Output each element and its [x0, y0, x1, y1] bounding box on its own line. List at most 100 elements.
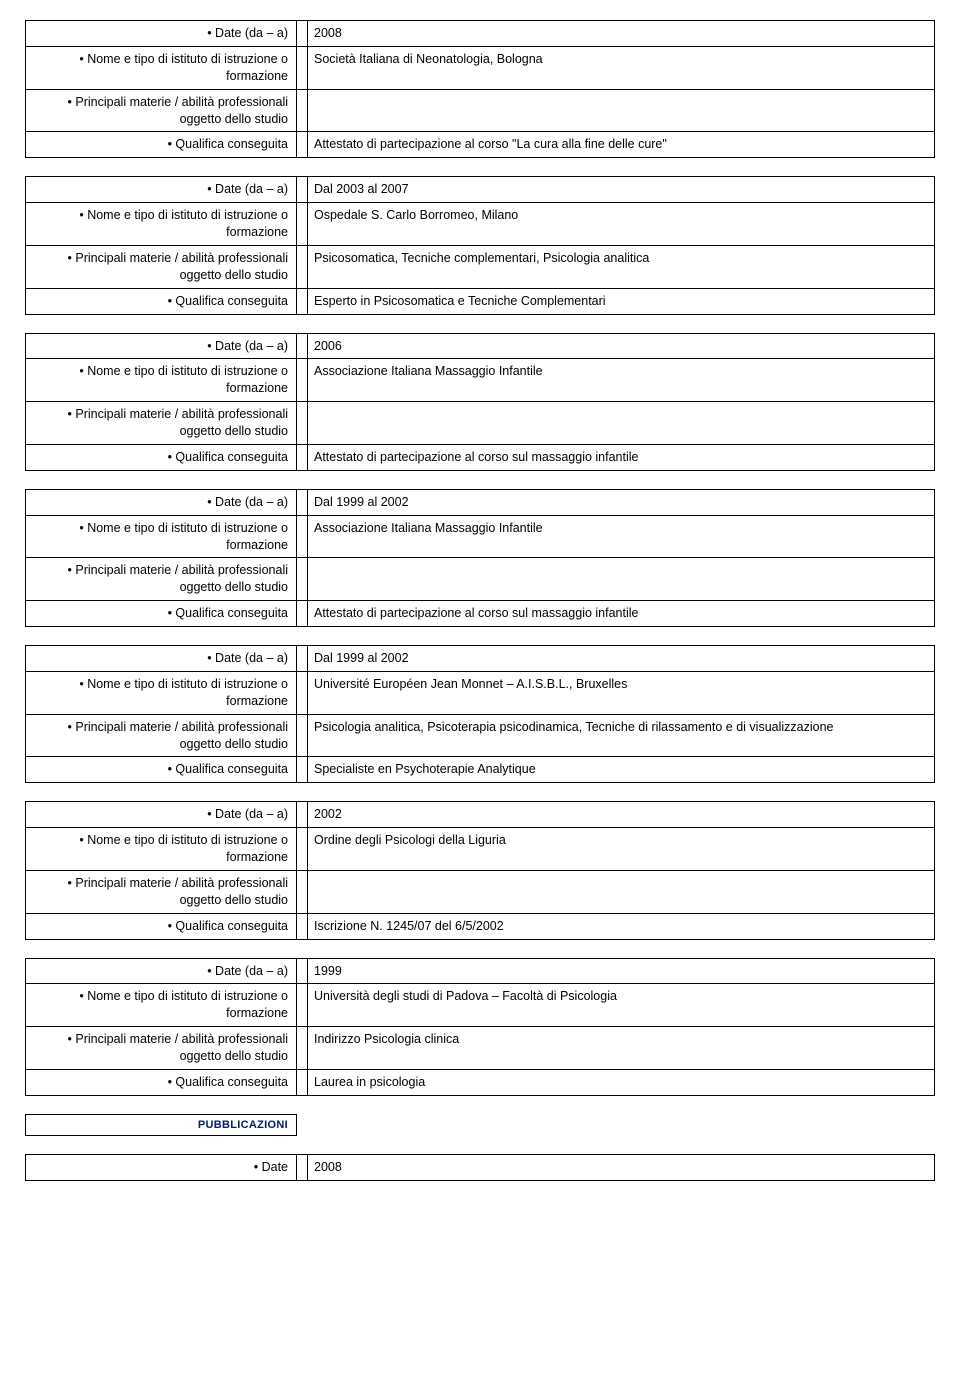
label-qualification: • Qualifica conseguita [26, 289, 297, 314]
gap [297, 445, 308, 470]
row-qualification: • Qualifica conseguita Laurea in psicolog… [26, 1070, 934, 1096]
value-institute: Associazione Italiana Massaggio Infantil… [308, 359, 934, 401]
label-date: • Date (da – a) [26, 646, 297, 671]
label-date: • Date (da – a) [26, 490, 297, 515]
label-institute: • Nome e tipo di istituto di istruzione … [26, 984, 297, 1026]
row-institute: • Nome e tipo di istituto di istruzione … [26, 359, 934, 402]
gap [297, 47, 308, 89]
gap [297, 334, 308, 359]
row-qualification: • Qualifica conseguita Attestato di parte… [26, 132, 934, 158]
label-subjects: • Principali materie / abilità professio… [26, 715, 297, 757]
value-institute: Società Italiana di Neonatologia, Bologn… [308, 47, 934, 89]
education-block-5: • Date (da – a)2002• Nome e tipo di isti… [25, 801, 935, 939]
label-subjects: • Principali materie / abilità professio… [26, 558, 297, 600]
row-subjects: • Principali materie / abilità professio… [26, 90, 934, 133]
row-subjects: • Principali materie / abilità professio… [26, 871, 934, 914]
gap [297, 984, 308, 1026]
row-qualification: • Qualifica conseguita Attestato di parte… [26, 601, 934, 627]
label-qualification: • Qualifica conseguita [26, 757, 297, 782]
value-date: 2008 [308, 21, 934, 46]
row-institute: • Nome e tipo di istituto di istruzione … [26, 516, 934, 559]
row-date: • Date (da – a) 2008 [26, 21, 934, 47]
label-institute: • Nome e tipo di istituto di istruzione … [26, 47, 297, 89]
gap [297, 715, 308, 757]
label-subjects: • Principali materie / abilità professio… [26, 90, 297, 132]
row-institute: • Nome e tipo di istituto di istruzione … [26, 828, 934, 871]
gap [297, 828, 308, 870]
value-qualification: Laurea in psicologia [308, 1070, 934, 1095]
education-block-4: • Date (da – a)Dal 1999 al 2002• Nome e … [25, 645, 935, 783]
value-qualification: Specialiste en Psychoterapie Analytique [308, 757, 934, 782]
label-institute: • Nome e tipo di istituto di istruzione … [26, 672, 297, 714]
value-qualification: Iscrizione N. 1245/07 del 6/5/2002 [308, 914, 934, 939]
value-subjects [308, 871, 934, 913]
row-date: • Date (da – a)Dal 1999 al 2002 [26, 646, 934, 672]
value-date: 2008 [308, 1155, 934, 1180]
value-subjects: Psicologia analitica, Psicoterapia psico… [308, 715, 934, 757]
label-institute: • Nome e tipo di istituto di istruzione … [26, 516, 297, 558]
row-institute: • Nome e tipo di istituto di istruzione … [26, 203, 934, 246]
value-qualification: Attestato di partecipazione al corso sul… [308, 601, 934, 626]
value-qualification: Attestato di partecipazione al corso "La… [308, 132, 934, 157]
row-date: • Date (da – a) 1999 [26, 959, 934, 985]
row-subjects: • Principali materie / abilità professio… [26, 246, 934, 289]
label-institute: • Nome e tipo di istituto di istruzione … [26, 203, 297, 245]
row-date: • Date (da – a)2002 [26, 802, 934, 828]
value-date: Dal 2003 al 2007 [308, 177, 934, 202]
label-qualification: • Qualifica conseguita [26, 132, 297, 157]
value-subjects: Psicosomatica, Tecniche complementari, P… [308, 246, 934, 288]
gap [297, 289, 308, 314]
value-qualification: Attestato di partecipazione al corso sul… [308, 445, 934, 470]
gap [297, 490, 308, 515]
education-block-3: • Date (da – a) Dal 1999 al 2002 • Nome e … [25, 489, 935, 627]
row-date: • Date (da – a) 2006 [26, 334, 934, 360]
label-subjects: • Principali materie / abilità professio… [26, 871, 297, 913]
row-subjects: • Principali materie / abilità professio… [26, 1027, 934, 1070]
education-block-0: • Date (da – a) 2008 • Nome e tipo di isti… [25, 20, 935, 158]
gap [297, 646, 308, 671]
gap [297, 1027, 308, 1069]
label-qualification: • Qualifica conseguita [26, 445, 297, 470]
gap [297, 516, 308, 558]
label-qualification: • Qualifica conseguita [26, 601, 297, 626]
row-subjects: • Principali materie / abilità professio… [26, 402, 934, 445]
label-date: • Date (da – a) [26, 21, 297, 46]
value-subjects: Indirizzo Psicologia clinica [308, 1027, 934, 1069]
row-date: • Date (da – a) Dal 1999 al 2002 [26, 490, 934, 516]
value-date: 2006 [308, 334, 934, 359]
row-institute: • Nome e tipo di istituto di istruzione … [26, 672, 934, 715]
row-institute: • Nome e tipo di istituto di istruzione … [26, 984, 934, 1027]
row-qualification: • Qualifica conseguitaEsperto in Psicoso… [26, 289, 934, 315]
label-date: • Date (da – a) [26, 334, 297, 359]
label-qualification: • Qualifica conseguita [26, 1070, 297, 1095]
gap [297, 1155, 308, 1180]
education-block-2: • Date (da – a) 2006 • Nome e tipo di isti… [25, 333, 935, 471]
row-subjects: • Principali materie / abilità professio… [26, 558, 934, 601]
label-date: • Date (da – a) [26, 802, 297, 827]
publication-block-0: • Date 2008 [25, 1154, 935, 1181]
label-date: • Date [26, 1155, 297, 1180]
label-date: • Date (da – a) [26, 177, 297, 202]
label-subjects: • Principali materie / abilità professio… [26, 402, 297, 444]
value-institute: Associazione Italiana Massaggio Infantil… [308, 516, 934, 558]
row-institute: • Nome e tipo di istituto di istruzione … [26, 47, 934, 90]
value-date: Dal 1999 al 2002 [308, 490, 934, 515]
label-date: • Date (da – a) [26, 959, 297, 984]
row-date: • Date (da – a) Dal 2003 al 2007 [26, 177, 934, 203]
value-institute: Ospedale S. Carlo Borromeo, Milano [308, 203, 934, 245]
value-date: 1999 [308, 959, 934, 984]
gap [297, 359, 308, 401]
value-institute: Ordine degli Psicologi della Liguria [308, 828, 934, 870]
row-date: • Date 2008 [26, 1155, 934, 1181]
gap [297, 132, 308, 157]
label-institute: • Nome e tipo di istituto di istruzione … [26, 359, 297, 401]
gap [297, 1070, 308, 1095]
gap [297, 177, 308, 202]
row-qualification: • Qualifica conseguitaIscrizione N. 1245… [26, 914, 934, 940]
publications-heading-row: PUBBLICAZIONI [25, 1114, 935, 1136]
label-subjects: • Principali materie / abilità professio… [26, 246, 297, 288]
gap [297, 21, 308, 46]
value-subjects [308, 402, 934, 444]
gap [297, 246, 308, 288]
value-subjects [308, 558, 934, 600]
